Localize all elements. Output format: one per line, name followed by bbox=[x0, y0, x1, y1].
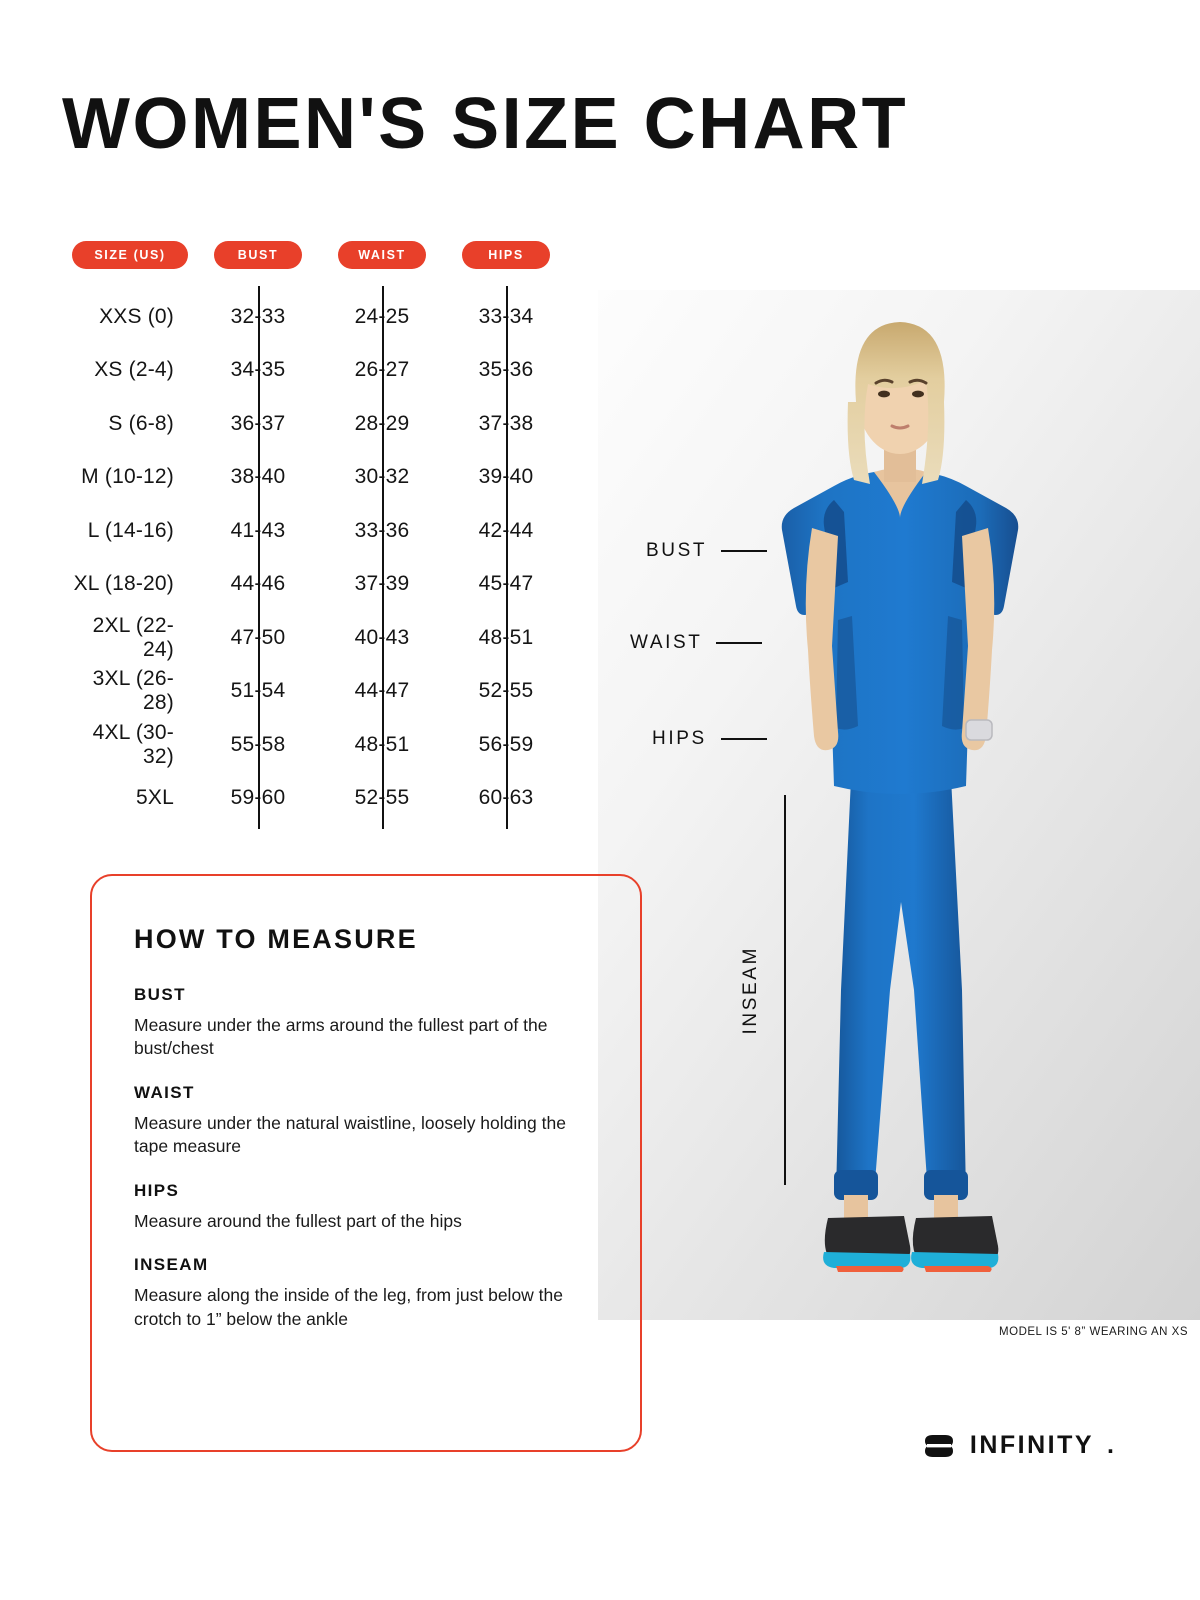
cell-size: S (6-8) bbox=[108, 411, 174, 435]
inseam-measure-line-icon bbox=[784, 795, 786, 1185]
header-cell-waist: WAIST bbox=[320, 241, 444, 269]
cell-bust: 47-50 bbox=[196, 626, 320, 650]
infinity-mark-icon bbox=[924, 1434, 953, 1457]
cell-size: L (14-16) bbox=[87, 518, 174, 542]
model-caption: MODEL IS 5' 8” WEARING AN XS bbox=[999, 1326, 1188, 1338]
callout-inseam: INSEAM bbox=[740, 795, 786, 1185]
cell-size: XL (18-20) bbox=[73, 572, 174, 596]
measure-definition: Measure under the arms around the fulles… bbox=[134, 1015, 548, 1059]
cell-waist: 48-51 bbox=[320, 733, 444, 757]
table-row: 5XL 59-60 52-55 60-63 bbox=[62, 772, 582, 826]
measure-term: INSEAM bbox=[134, 1255, 209, 1275]
cell-size: M (10-12) bbox=[81, 465, 174, 489]
column-divider bbox=[506, 286, 508, 829]
measure-definition: Measure under the natural waistline, loo… bbox=[134, 1112, 566, 1157]
cell-bust: 36-37 bbox=[196, 412, 320, 436]
measure-item-inseam: INSEAM Measure along the inside of the l… bbox=[134, 1255, 598, 1331]
cell-bust: 34-35 bbox=[196, 358, 320, 382]
measure-term: HIPS bbox=[134, 1180, 180, 1200]
cell-waist: 28-29 bbox=[320, 412, 444, 436]
cell-hips: 56-59 bbox=[444, 733, 568, 757]
cell-size: 2XL (22-24) bbox=[92, 613, 174, 661]
cell-bust: 41-43 bbox=[196, 519, 320, 543]
header-cell-bust: BUST bbox=[196, 241, 320, 269]
page-title: WOMEN'S SIZE CHART bbox=[62, 84, 909, 164]
callout-waist-label: WAIST bbox=[630, 632, 703, 653]
cell-waist: 33-36 bbox=[320, 519, 444, 543]
cell-waist: 44-47 bbox=[320, 679, 444, 703]
measure-item-bust: BUST Measure under the arms around the f… bbox=[134, 985, 598, 1061]
cell-size: XXS (0) bbox=[99, 304, 174, 328]
callout-inseam-label: INSEAM bbox=[740, 945, 761, 1035]
header-pill-hips: HIPS bbox=[462, 241, 550, 269]
table-row: 3XL (26-28) 51-54 44-47 52-55 bbox=[62, 665, 582, 719]
how-to-measure-box: HOW TO MEASURE BUST Measure under the ar… bbox=[90, 874, 642, 1452]
header-pill-size: SIZE (US) bbox=[72, 241, 188, 269]
model-photo bbox=[781, 322, 1019, 1272]
cell-hips: 45-47 bbox=[444, 572, 568, 596]
cell-hips: 42-44 bbox=[444, 519, 568, 543]
measure-definition: Measure around the fullest part of the h… bbox=[134, 1210, 462, 1231]
leader-line-icon bbox=[716, 642, 763, 644]
header-pill-waist: WAIST bbox=[338, 241, 426, 269]
table-row: XS (2-4) 34-35 26-27 35-36 bbox=[62, 344, 582, 398]
cell-hips: 52-55 bbox=[444, 679, 568, 703]
cell-hips: 48-51 bbox=[444, 626, 568, 650]
cell-bust: 32-33 bbox=[196, 305, 320, 329]
callout-bust-label: BUST bbox=[646, 540, 708, 561]
callout-hips-label: HIPS bbox=[652, 728, 707, 749]
cell-hips: 37-38 bbox=[444, 412, 568, 436]
callout-waist: WAIST bbox=[630, 632, 763, 654]
cell-waist: 30-32 bbox=[320, 465, 444, 489]
cell-hips: 35-36 bbox=[444, 358, 568, 382]
leader-line-icon bbox=[721, 550, 768, 552]
measure-definition: Measure along the inside of the leg, fro… bbox=[134, 1285, 563, 1329]
measure-term: BUST bbox=[134, 985, 186, 1004]
header-cell-hips: HIPS bbox=[444, 241, 568, 269]
size-chart-table: SIZE (US) BUST WAIST HIPS XXS (0) 32-33 … bbox=[62, 238, 582, 829]
table-row: XXS (0) 32-33 24-25 33-34 bbox=[62, 290, 582, 344]
table-row: 4XL (30-32) 55-58 48-51 56-59 bbox=[62, 718, 582, 772]
header-pill-bust: BUST bbox=[214, 241, 302, 269]
column-divider bbox=[382, 286, 384, 829]
table-header-row: SIZE (US) BUST WAIST HIPS bbox=[62, 238, 582, 272]
table-row: S (6-8) 36-37 28-29 37-38 bbox=[62, 397, 582, 451]
cell-bust: 44-46 bbox=[196, 572, 320, 596]
brand-name: INFINITY bbox=[969, 1431, 1095, 1459]
callout-hips: HIPS bbox=[652, 728, 767, 750]
cell-waist: 52-55 bbox=[320, 786, 444, 810]
table-row: XL (18-20) 44-46 37-39 45-47 bbox=[62, 558, 582, 612]
cell-waist: 24-25 bbox=[320, 305, 444, 329]
callout-bust: BUST bbox=[646, 540, 768, 562]
cell-hips: 60-63 bbox=[444, 786, 568, 810]
cell-size: XS (2-4) bbox=[94, 358, 174, 382]
table-row: L (14-16) 41-43 33-36 42-44 bbox=[62, 504, 582, 558]
cell-size: 5XL bbox=[136, 786, 174, 810]
table-body: XXS (0) 32-33 24-25 33-34 XS (2-4) 34-35… bbox=[62, 286, 582, 829]
measure-term: WAIST bbox=[134, 1082, 195, 1102]
measure-item-hips: HIPS Measure around the fullest part of … bbox=[134, 1181, 598, 1233]
brand-trailing-dot: . bbox=[1107, 1431, 1114, 1459]
cell-bust: 55-58 bbox=[196, 733, 320, 757]
cell-bust: 38-40 bbox=[196, 465, 320, 489]
table-row: M (10-12) 38-40 30-32 39-40 bbox=[62, 451, 582, 505]
how-to-measure-title: HOW TO MEASURE bbox=[134, 924, 418, 954]
cell-hips: 33-34 bbox=[444, 305, 568, 329]
model-photo-panel: BUST WAIST HIPS INSEAM bbox=[598, 290, 1200, 1320]
column-divider bbox=[258, 286, 260, 829]
cell-waist: 40-43 bbox=[320, 626, 444, 650]
cell-bust: 59-60 bbox=[196, 786, 320, 810]
cell-waist: 37-39 bbox=[320, 572, 444, 596]
cell-bust: 51-54 bbox=[196, 679, 320, 703]
measure-item-waist: WAIST Measure under the natural waistlin… bbox=[134, 1083, 598, 1159]
cell-waist: 26-27 bbox=[320, 358, 444, 382]
leader-line-icon bbox=[720, 738, 767, 740]
table-row: 2XL (22-24) 47-50 40-43 48-51 bbox=[62, 611, 582, 665]
cell-size: 3XL (26-28) bbox=[92, 667, 174, 715]
brand-logo: INFINITY . bbox=[922, 1431, 1114, 1460]
header-cell-size: SIZE (US) bbox=[62, 241, 196, 269]
cell-hips: 39-40 bbox=[444, 465, 568, 489]
cell-size: 4XL (30-32) bbox=[92, 720, 174, 768]
